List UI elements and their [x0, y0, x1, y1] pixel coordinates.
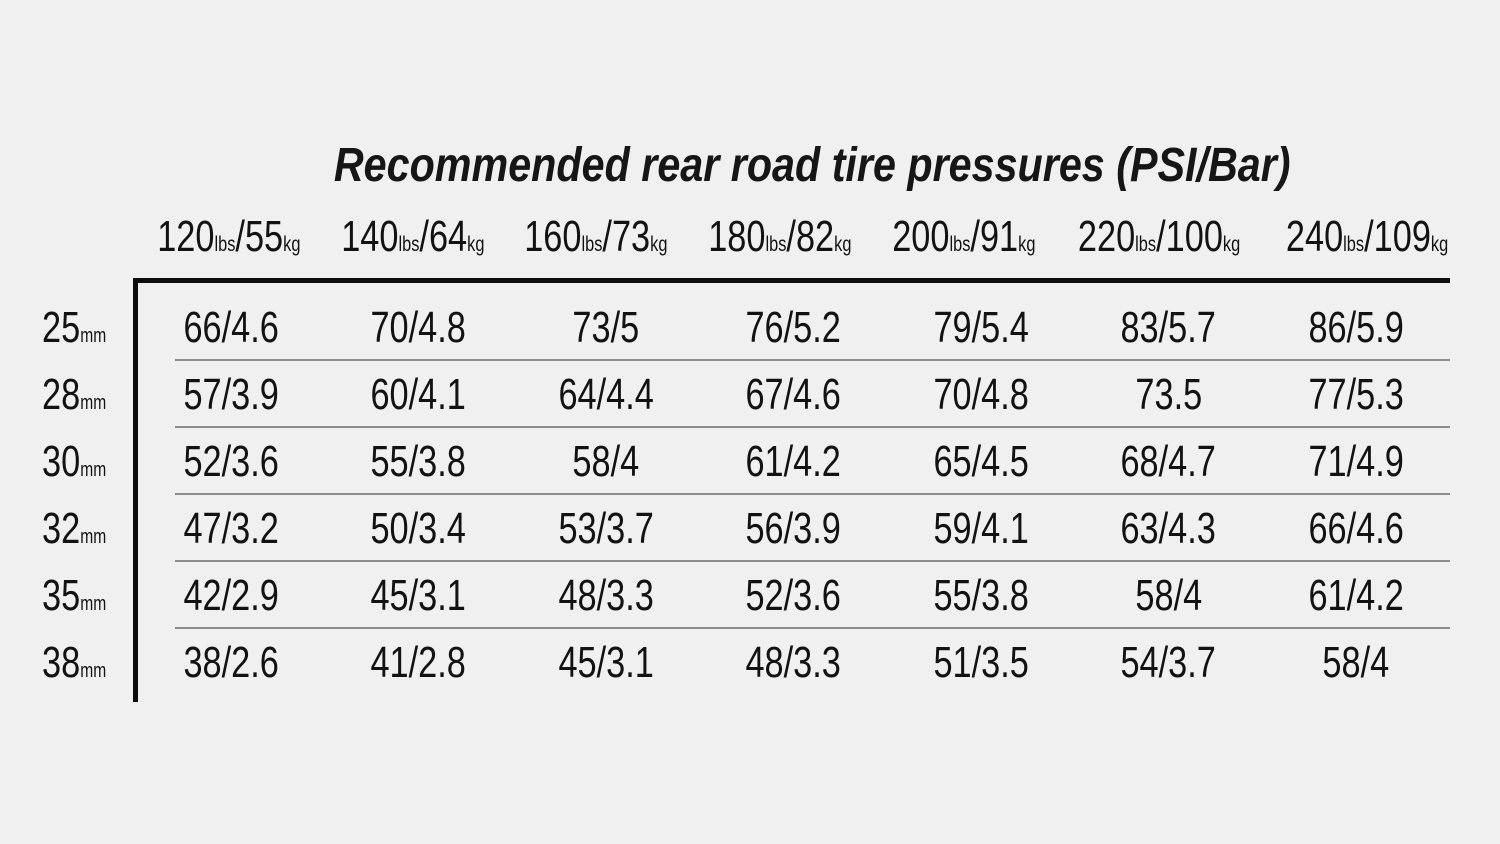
pressure-value-cell: 48/3.3: [558, 570, 654, 620]
rider-weight-header-row: 120lbs/55kg 140lbs/64kg 160lbs/73kg 180lbs/…: [137, 214, 1450, 266]
pressure-value-cell: 45/3.1: [370, 570, 467, 620]
tire-width-row-label: 38mm: [41, 637, 106, 687]
pressure-value-cell: 41/2.8: [370, 637, 467, 687]
row-separator: [175, 560, 1450, 562]
pressure-value-cell: 52/3.6: [183, 436, 279, 486]
tire-width-row-label: 30mm: [41, 436, 106, 486]
pressure-value-cell: 58/4: [572, 436, 640, 486]
pressure-value-cell: 53/3.7: [558, 503, 654, 553]
row-separator: [175, 426, 1450, 428]
pressure-value-cell: 60/4.1: [370, 369, 467, 419]
pressure-value-cell: 48/3.3: [745, 637, 842, 687]
pressure-value-cell: 55/3.8: [933, 570, 1029, 620]
pressure-value-cell: 73.5: [1135, 369, 1203, 419]
pressure-value-cell: 54/3.7: [1120, 637, 1217, 687]
pressure-value-cell: 38/2.6: [183, 637, 279, 687]
pressure-value-cell: 57/3.9: [183, 369, 279, 419]
pressure-value-cell: 67/4.6: [745, 369, 842, 419]
weight-column-header: 140lbs/64kg: [340, 212, 485, 261]
pressure-value-cell: 77/5.3: [1308, 369, 1404, 419]
pressure-value-cell: 86/5.9: [1308, 302, 1404, 352]
pressure-value-cell: 42/2.9: [183, 570, 279, 620]
pressure-values-grid: 66/4.6 70/4.8 73/5 76/5.2 79/5.4 83/5.7 86/5.9…: [137, 294, 1450, 696]
pressure-value-cell: 71/4.9: [1308, 436, 1404, 486]
weight-column-header: 180lbs/82kg: [708, 212, 852, 261]
pressure-value-cell: 56/3.9: [745, 503, 842, 553]
pressure-value-cell: 66/4.6: [1308, 503, 1404, 553]
pressure-value-cell: 64/4.4: [558, 369, 654, 419]
row-separator: [175, 359, 1450, 361]
pressure-value-cell: 68/4.7: [1120, 436, 1217, 486]
tire-width-label-column: 25mm 28mm 30mm 32mm 35mm 38mm: [20, 294, 115, 696]
pressure-value-cell: 45/3.1: [558, 637, 654, 687]
chart-title: Recommended rear road tire pressures (PS…: [175, 138, 1450, 193]
weight-column-header: 200lbs/91kg: [891, 212, 1036, 261]
tire-width-row-label: 25mm: [41, 302, 106, 352]
pressure-value-cell: 70/4.8: [370, 302, 467, 352]
tire-width-row-label: 28mm: [41, 369, 106, 419]
pressure-value-cell: 52/3.6: [745, 570, 842, 620]
weight-column-header: 220lbs/100kg: [1078, 212, 1241, 261]
table-left-rule: [133, 278, 138, 702]
row-separator: [175, 627, 1450, 629]
weight-column-header: 160lbs/73kg: [524, 212, 668, 261]
pressure-value-cell: 61/4.2: [745, 436, 842, 486]
pressure-value-cell: 58/4: [1135, 570, 1203, 620]
tire-width-row-label: 35mm: [41, 570, 106, 620]
row-separator: [175, 493, 1450, 495]
weight-column-header: 120lbs/55kg: [157, 212, 301, 261]
pressure-value-cell: 63/4.3: [1120, 503, 1217, 553]
pressure-value-cell: 51/3.5: [933, 637, 1029, 687]
pressure-value-cell: 70/4.8: [933, 369, 1029, 419]
pressure-value-cell: 58/4: [1322, 637, 1390, 687]
table-top-border: [133, 278, 1450, 283]
pressure-value-cell: 73/5: [572, 302, 640, 352]
pressure-value-cell: 55/3.8: [370, 436, 467, 486]
pressure-value-cell: 66/4.6: [183, 302, 279, 352]
pressure-value-cell: 65/4.5: [933, 436, 1029, 486]
chart-title-text: Recommended rear road tire pressures (PS…: [334, 139, 1291, 192]
weight-column-header: 240lbs/109kg: [1286, 212, 1449, 261]
pressure-value-cell: 47/3.2: [183, 503, 279, 553]
pressure-value-cell: 83/5.7: [1120, 302, 1217, 352]
pressure-value-cell: 76/5.2: [745, 302, 842, 352]
pressure-value-cell: 59/4.1: [933, 503, 1029, 553]
pressure-value-cell: 50/3.4: [370, 503, 467, 553]
tire-width-row-label: 32mm: [41, 503, 106, 553]
pressure-value-cell: 79/5.4: [933, 302, 1029, 352]
pressure-value-cell: 61/4.2: [1308, 570, 1404, 620]
